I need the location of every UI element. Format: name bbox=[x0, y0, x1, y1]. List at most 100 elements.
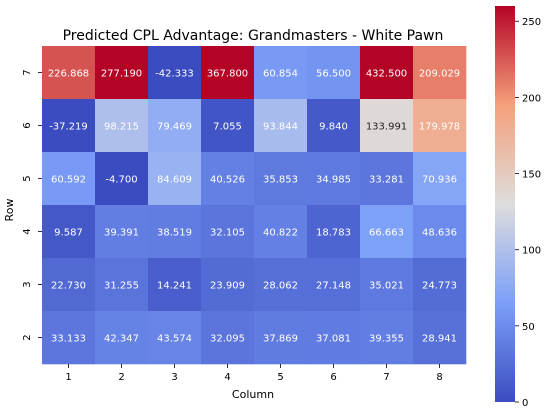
heatmap-cell bbox=[95, 205, 149, 259]
heatmap-cell bbox=[413, 46, 467, 100]
cell-value-label: 28.941 bbox=[422, 334, 457, 345]
heatmap-cell bbox=[201, 99, 255, 153]
cell-value-label: 42.347 bbox=[104, 334, 139, 345]
heatmap-cell bbox=[42, 258, 96, 312]
cell-value-label: 34.985 bbox=[316, 175, 351, 186]
heatmap-cell bbox=[360, 205, 414, 259]
heatmap-cell bbox=[148, 46, 202, 100]
heatmap-cell bbox=[413, 311, 467, 365]
cell-value-label: 56.500 bbox=[316, 69, 351, 80]
heatmap-cell bbox=[201, 205, 255, 259]
heatmap-cell bbox=[254, 258, 308, 312]
cell-value-label: 133.991 bbox=[366, 122, 407, 133]
cell-value-label: 37.869 bbox=[263, 334, 298, 345]
colorbar-tick-label: 150 bbox=[522, 170, 541, 181]
cell-value-label: 60.854 bbox=[263, 69, 298, 80]
cell-value-label: 33.281 bbox=[369, 175, 404, 186]
y-tick-label: 5 bbox=[22, 175, 33, 181]
colorbar-tick-label: 50 bbox=[522, 322, 535, 333]
x-tick-label: 5 bbox=[277, 372, 283, 383]
x-axis-label: Column bbox=[232, 388, 274, 401]
cell-value-label: 367.800 bbox=[207, 69, 248, 80]
heatmap-cell bbox=[201, 258, 255, 312]
cell-value-label: 277.190 bbox=[101, 69, 142, 80]
cell-value-label: 37.081 bbox=[316, 334, 351, 345]
heatmap-cell bbox=[413, 152, 467, 206]
heatmap-cells: 226.868 277.190 -42.333 367.800 60.854 56.500… bbox=[42, 46, 467, 365]
x-tick-label: 6 bbox=[330, 372, 336, 383]
heatmap-cell bbox=[307, 46, 361, 100]
cell-value-label: 22.730 bbox=[51, 281, 86, 292]
y-axis: 7 6 5 4 3 2 bbox=[22, 69, 42, 341]
heatmap-cell bbox=[148, 152, 202, 206]
heatmap-cell bbox=[254, 311, 308, 365]
cell-value-label: 43.574 bbox=[157, 334, 192, 345]
cell-value-label: 209.029 bbox=[419, 69, 460, 80]
heatmap-cell bbox=[254, 99, 308, 153]
cell-value-label: 40.822 bbox=[263, 228, 298, 239]
cell-value-label: 38.519 bbox=[157, 228, 192, 239]
heatmap-cell bbox=[42, 99, 96, 153]
cell-value-label: 179.978 bbox=[419, 122, 460, 133]
heatmap-cell bbox=[413, 205, 467, 259]
heatmap-cell bbox=[95, 258, 149, 312]
heatmap-cell bbox=[42, 152, 96, 206]
heatmap-cell bbox=[360, 46, 414, 100]
heatmap-cell bbox=[254, 46, 308, 100]
x-tick-label: 3 bbox=[171, 372, 177, 383]
heatmap-cell bbox=[42, 205, 96, 259]
cell-value-label: 18.783 bbox=[316, 228, 351, 239]
heatmap-cell bbox=[307, 152, 361, 206]
heatmap-cell bbox=[95, 99, 149, 153]
heatmap-cell bbox=[307, 258, 361, 312]
colorbar-tick-label: 100 bbox=[522, 246, 541, 257]
y-tick-label: 4 bbox=[22, 228, 33, 234]
cell-value-label: 27.148 bbox=[316, 281, 351, 292]
y-tick-label: 3 bbox=[22, 281, 33, 287]
x-tick-label: 1 bbox=[65, 372, 71, 383]
cell-value-label: 23.909 bbox=[210, 281, 245, 292]
heatmap-cell bbox=[307, 205, 361, 259]
cell-value-label: 9.840 bbox=[319, 122, 348, 133]
cell-value-label: 39.391 bbox=[104, 228, 139, 239]
cell-value-label: 14.241 bbox=[157, 281, 192, 292]
cell-value-label: 24.773 bbox=[422, 281, 457, 292]
colorbar-tick-label: 0 bbox=[522, 398, 528, 409]
cell-value-label: -4.700 bbox=[105, 175, 137, 186]
colorbar: 0 50 100 150 200 250 bbox=[495, 6, 541, 409]
heatmap-cell bbox=[254, 152, 308, 206]
cell-value-label: 226.868 bbox=[48, 69, 89, 80]
cell-value-label: 32.105 bbox=[210, 228, 245, 239]
y-tick-label: 2 bbox=[22, 334, 33, 340]
cell-value-label: 33.133 bbox=[51, 334, 86, 345]
heatmap-cell bbox=[201, 311, 255, 365]
cell-value-label: 48.636 bbox=[422, 228, 457, 239]
heatmap-cell bbox=[360, 99, 414, 153]
cell-value-label: -42.333 bbox=[155, 69, 194, 80]
heatmap-cell bbox=[95, 311, 149, 365]
cell-value-label: 35.853 bbox=[263, 175, 298, 186]
heatmap-cell bbox=[360, 258, 414, 312]
heatmap-cell bbox=[148, 205, 202, 259]
cell-value-label: 98.215 bbox=[104, 122, 139, 133]
chart-title: Predicted CPL Advantage: Grandmasters - … bbox=[63, 28, 444, 44]
colorbar-tick-label: 200 bbox=[522, 93, 541, 104]
x-tick-label: 2 bbox=[118, 372, 124, 383]
cell-value-label: 84.609 bbox=[157, 175, 192, 186]
heatmap-cell bbox=[254, 205, 308, 259]
y-axis-label: Row bbox=[3, 199, 16, 222]
cell-value-label: 66.663 bbox=[369, 228, 404, 239]
x-axis: 1 2 3 4 5 6 7 8 bbox=[65, 364, 443, 383]
cell-value-label: 7.055 bbox=[213, 122, 242, 133]
y-tick-label: 6 bbox=[22, 122, 33, 128]
cell-value-label: 32.095 bbox=[210, 334, 245, 345]
colorbar-gradient bbox=[495, 6, 515, 402]
heatmap-cell bbox=[148, 99, 202, 153]
cell-value-label: -37.219 bbox=[49, 122, 88, 133]
heatmap-cell bbox=[360, 311, 414, 365]
cell-value-label: 35.021 bbox=[369, 281, 404, 292]
heatmap-cell bbox=[42, 311, 96, 365]
cell-value-label: 93.844 bbox=[263, 122, 298, 133]
heatmap-cell bbox=[307, 99, 361, 153]
